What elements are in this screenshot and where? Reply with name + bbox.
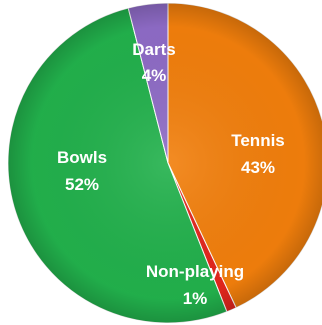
slice-label-tennis: Tennis xyxy=(231,131,285,150)
slice-value-bowls: 52% xyxy=(65,175,99,194)
slice-label-bowls: Bowls xyxy=(57,148,107,167)
slice-value-tennis: 43% xyxy=(241,158,275,177)
slice-value-darts: 4% xyxy=(142,66,167,85)
slice-labels: Tennis 43% Non-playing 1% Bowls 52% Darts 4% xyxy=(57,40,285,308)
slice-label-darts: Darts xyxy=(132,40,175,59)
slice-value-non-playing: 1% xyxy=(183,289,208,308)
slice-label-non-playing: Non-playing xyxy=(146,262,244,281)
